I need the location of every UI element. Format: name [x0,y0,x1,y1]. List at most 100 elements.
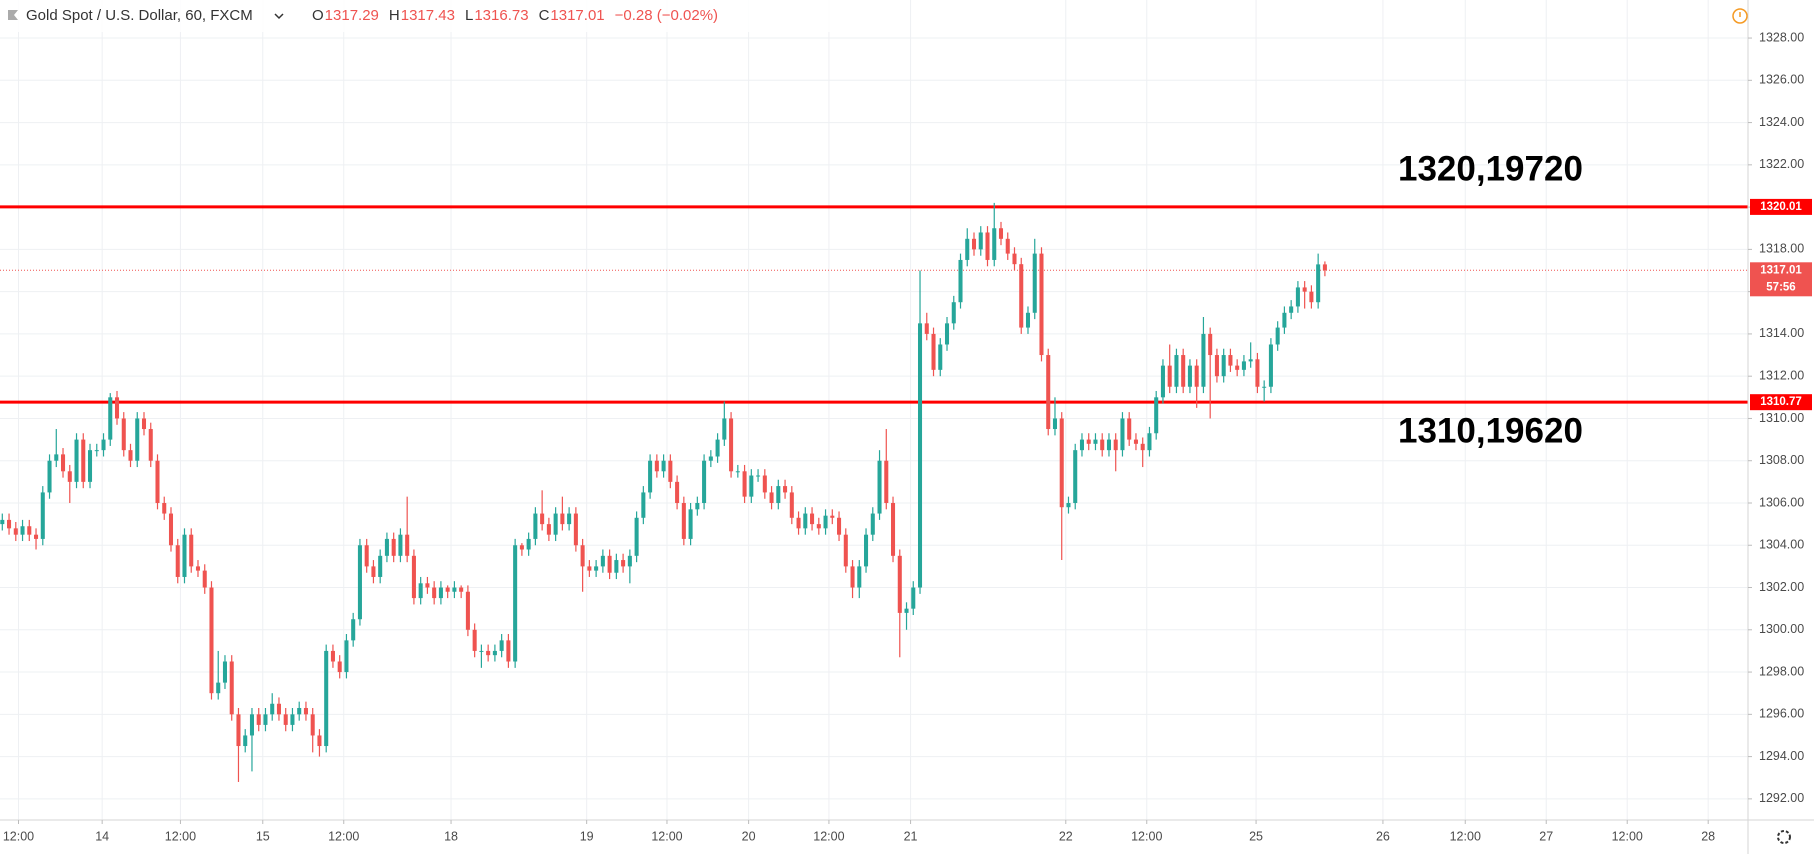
dropdown-icon[interactable] [274,13,284,20]
candle-body [1039,253,1044,356]
warning-icon[interactable] [1732,8,1748,24]
candle-body [796,517,801,529]
candle-body [769,492,774,503]
candle-body [540,513,545,525]
x-tick-label: 12:00 [651,829,682,843]
candle-body [330,650,335,662]
candle-body [870,513,875,535]
candle-body [432,587,437,599]
level-price-box [1750,198,1812,215]
candle-body [762,475,767,493]
candle-body [445,587,450,592]
candle-body [641,492,646,518]
candle-body [668,460,673,482]
ohlc-header: O 1317.29 H 1317.43 L 1316.73 C 1317.01 −0.28 (−… [312,7,718,24]
candle-body [810,513,815,525]
candle-body [425,583,430,588]
candle-body [216,682,221,694]
ohlc-value: 1317.29 [325,7,379,24]
symbol[interactable]: Gold Spot / U.S. Dollar, 60, FXCM [26,7,253,24]
candle-body [1140,443,1145,451]
candle-body [175,545,180,577]
candle-body [756,475,761,477]
candle-body [560,513,565,525]
candle-body [182,534,187,577]
candle-body [67,471,72,482]
candle-body [1127,418,1132,440]
candle-body [492,650,497,656]
candle-body [61,454,66,472]
candle-body [81,439,86,482]
candle-body [195,566,201,571]
candle-body [297,707,302,715]
candle-body [101,439,106,451]
candle-body [823,515,828,529]
y-tick-label: 1312.00 [1759,368,1804,382]
candle-body [1248,359,1253,362]
y-tick-label: 1294.00 [1759,749,1804,763]
candle-body [594,566,599,571]
candle-body [1005,238,1010,254]
candle-body [1221,355,1226,377]
candle-body [249,714,254,736]
candle-body [459,587,464,592]
candle-body [803,513,808,529]
candle-body [1201,333,1206,387]
candle-body [992,228,997,260]
candle-body [337,661,342,673]
candle-body [567,513,572,525]
candle-body [573,513,578,546]
candle-body [1046,355,1051,430]
candle-body [884,460,889,503]
candle-body [1228,355,1233,366]
candle-body [580,545,585,567]
candle-body [222,661,228,683]
candle-body [587,566,592,571]
candle-body [978,232,983,250]
candle-body [1295,287,1300,307]
candle-body [654,460,659,472]
candle-body [128,450,133,461]
candle-body [837,517,842,535]
candle-body [553,513,558,535]
y-tick-label: 1306.00 [1759,495,1804,509]
candle-body [729,418,734,472]
x-tick-label: 12:00 [1131,829,1162,843]
y-tick-label: 1304.00 [1759,538,1804,552]
x-tick-label: 12:00 [1450,829,1481,843]
candle-body [965,238,970,260]
candle-body [1052,418,1058,430]
x-tick-label: 12:00 [165,829,196,843]
candle-body [634,517,639,556]
settings-icon[interactable] [1777,830,1791,844]
candle-body [944,323,950,345]
candle-body [816,524,821,529]
y-tick-label: 1322.00 [1759,157,1804,171]
y-tick-label: 1328.00 [1759,30,1804,44]
x-tick-label: 19 [580,829,594,843]
candle-body [310,714,315,736]
candle-body [1073,450,1078,503]
candle-body [897,555,902,613]
candle-body [243,735,248,747]
last-price-box [1750,262,1812,297]
candle-body [1241,361,1246,370]
candle-body [931,333,936,370]
candle-body [526,538,531,550]
header-bg [0,0,830,32]
candle-body [7,519,12,529]
candle-body [843,534,848,567]
x-tick-label: 12:00 [813,829,844,843]
candle-body [533,513,538,539]
axes: 1292.00 1294.00 1296.00 1298.00 1300.00 1302.… [3,30,1812,843]
annotation: 1310,19620 [1398,411,1583,450]
candle-body [479,650,484,652]
x-tick-label: 27 [1539,829,1553,843]
x-tick-label: 28 [1701,829,1715,843]
y-tick-label: 1326.00 [1759,73,1804,87]
y-tick-label: 1308.00 [1759,453,1804,467]
candle-body [715,439,720,457]
candle-body [20,526,25,535]
candle-body [47,460,52,493]
